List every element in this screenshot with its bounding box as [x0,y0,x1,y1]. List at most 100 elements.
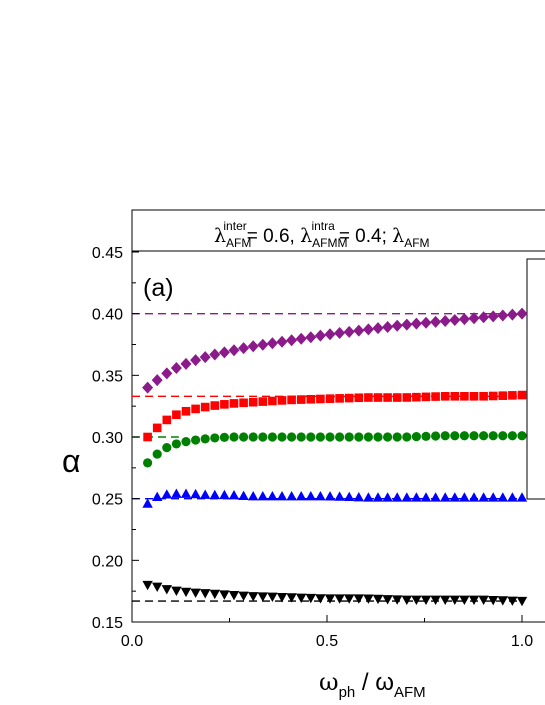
marker-diamond-14 [276,335,288,348]
marker-square-28 [412,392,421,402]
marker-triangle-up-39 [516,492,528,502]
marker-square-14 [277,396,287,405]
marker-circle-4 [181,437,191,447]
marker-diamond-32 [449,314,461,327]
x-tick-label-1: 0.5 [316,633,338,650]
marker-circle-10 [239,432,249,442]
marker-triangle-down-32 [449,595,460,605]
marker-triangle-down-39 [516,596,528,607]
marker-diamond-20 [334,327,346,340]
marker-square-11 [248,397,258,407]
marker-square-2 [162,415,172,425]
marker-triangle-down-15 [286,593,297,603]
header-band [131,209,545,252]
marker-diamond-22 [353,324,365,337]
panel-label: (a) [143,274,174,302]
marker-triangle-up-5 [190,488,201,499]
x-label-slash: / ω [355,669,394,696]
marker-diamond-2 [161,367,173,380]
marker-diamond-16 [295,332,307,345]
series-square [143,390,527,442]
marker-triangle-up-13 [267,491,278,501]
marker-circle-5 [191,435,201,445]
marker-diamond-12 [257,338,269,351]
marker-circle-35 [479,431,489,441]
marker-circle-25 [383,432,393,442]
marker-circle-29 [421,431,431,441]
marker-diamond-39 [516,307,528,320]
marker-square-17 [306,394,316,404]
marker-triangle-up-4 [180,488,192,498]
y-tick-label-5: 0.40 [92,307,123,324]
marker-circle-24 [373,432,383,442]
marker-triangle-down-25 [382,595,393,605]
marker-square-31 [440,392,450,401]
marker-circle-18 [315,432,325,442]
marker-circle-17 [306,432,316,442]
marker-square-16 [296,395,306,404]
marker-circle-3 [171,439,181,449]
marker-circle-1 [152,449,162,459]
marker-triangle-down-24 [372,594,384,605]
marker-triangle-down-31 [440,595,451,605]
marker-square-26 [392,393,402,402]
marker-square-33 [460,392,469,401]
marker-triangle-down-13 [267,592,278,603]
marker-triangle-down-11 [248,592,259,602]
marker-diamond-35 [478,311,490,324]
marker-diamond-0 [142,381,154,394]
marker-circle-21 [344,432,354,442]
marker-triangle-down-28 [411,595,422,605]
marker-diamond-15 [286,334,298,347]
marker-circle-9 [229,432,239,442]
marker-square-23 [364,393,373,402]
marker-square-27 [402,393,412,402]
marker-circle-39 [517,431,527,441]
marker-square-38 [508,391,517,400]
marker-diamond-31 [439,314,451,327]
marker-diamond-30 [430,315,442,328]
marker-circle-2 [162,443,172,453]
marker-triangle-up-23 [363,492,374,502]
marker-circle-36 [488,431,498,441]
marker-square-12 [258,397,268,406]
marker-circle-13 [267,432,277,442]
marker-triangle-down-22 [353,594,364,604]
header-value-2: = 0.4; [339,226,392,247]
marker-triangle-down-26 [392,595,403,605]
marker-triangle-down-18 [315,594,326,604]
marker-square-30 [431,392,440,401]
header-lambda-2: λ [300,225,312,247]
marker-triangle-up-1 [152,491,163,502]
axis-ticks: 0.15 0.20 0.25 0.30 0.35 0.40 0.45 0.0 0.5 1.0 [92,245,533,650]
marker-circle-15 [287,432,297,442]
marker-triangle-up-0 [142,498,153,508]
marker-diamond-21 [343,325,355,338]
marker-triangle-up-24 [372,492,384,502]
marker-triangle-up-26 [392,492,403,502]
marker-triangle-down-12 [257,592,268,602]
marker-diamond-6 [199,351,211,364]
marker-diamond-29 [420,316,432,329]
marker-circle-16 [296,432,306,442]
marker-diamond-34 [468,312,480,325]
marker-circle-20 [335,432,345,442]
marker-square-0 [143,432,152,442]
marker-triangle-down-16 [296,593,307,603]
series-triangle-up [142,488,528,508]
marker-diamond-28 [410,317,422,330]
marker-circle-27 [402,432,412,442]
marker-triangle-up-22 [353,492,364,502]
x-label-omega: ω [319,668,339,696]
y-tick-label-1: 0.20 [92,553,123,570]
header-lambda-3: λ [392,225,404,247]
marker-circle-23 [363,432,373,442]
marker-triangle-down-30 [430,595,441,605]
marker-circle-0 [143,458,153,468]
marker-square-20 [335,394,344,403]
marker-circle-26 [392,432,402,442]
marker-triangle-down-2 [161,585,172,595]
marker-triangle-up-7 [209,489,220,500]
marker-circle-8 [219,432,229,442]
marker-square-35 [479,391,488,401]
